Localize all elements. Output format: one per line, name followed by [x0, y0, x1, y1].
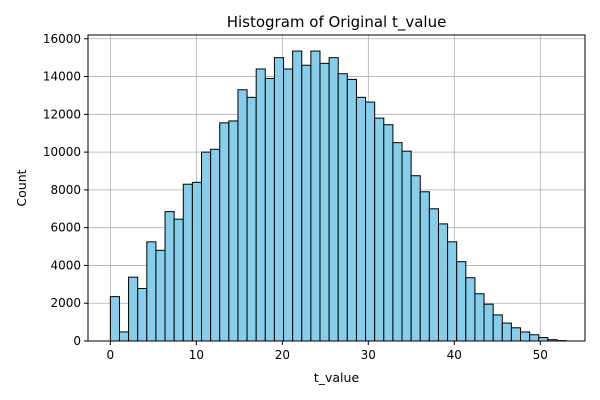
histogram-bar — [109, 296, 120, 342]
y-axis-label: Count — [14, 169, 29, 206]
histogram-bar — [483, 303, 494, 342]
y-tick-label: 0 — [73, 334, 81, 348]
histogram-bar — [465, 277, 476, 342]
x-tick-label: 40 — [447, 348, 462, 362]
y-tick-label: 4000 — [50, 258, 81, 272]
histogram-bar — [383, 124, 394, 342]
histogram-bar — [292, 50, 303, 342]
histogram-bar — [355, 96, 367, 342]
histogram-bar — [283, 68, 294, 342]
histogram-bar — [374, 117, 385, 342]
y-tick-label: 6000 — [50, 221, 81, 235]
y-tick-label: 12000 — [43, 107, 81, 121]
histogram-bar — [501, 322, 512, 342]
histogram-bar — [118, 331, 130, 342]
axis-ticks: 0 10 20 30 40 50 0 2000 4000 6000 8000 10000 12000 14… — [43, 32, 548, 362]
histogram-bar — [538, 337, 549, 342]
histogram-bar — [246, 96, 257, 342]
histogram-bar — [346, 78, 357, 342]
histogram-bar — [437, 223, 449, 342]
x-axis-label: t_value — [314, 370, 360, 385]
histogram-bar — [155, 249, 166, 342]
x-tick-label: 50 — [533, 348, 548, 362]
histogram-bar — [128, 276, 139, 342]
histogram-bar — [201, 151, 212, 342]
histogram-bar — [264, 77, 275, 342]
histogram-bar — [474, 293, 485, 342]
histogram-bar — [173, 218, 184, 342]
x-tick-label: 10 — [189, 348, 204, 362]
y-tick-label: 8000 — [50, 183, 81, 197]
histogram-bar — [219, 122, 230, 342]
histogram-bar — [392, 142, 403, 342]
histogram-bar — [191, 181, 203, 342]
y-tick-label: 16000 — [43, 32, 81, 46]
histogram-bar — [319, 62, 330, 342]
y-tick-label: 10000 — [43, 145, 81, 159]
histogram-bar — [237, 89, 248, 342]
histogram-bar — [510, 327, 522, 342]
x-tick-label: 0 — [107, 348, 115, 362]
histogram-bar — [164, 211, 175, 342]
histogram-bar — [419, 191, 430, 342]
y-tick-label: 14000 — [43, 70, 81, 84]
histogram-bar — [273, 57, 285, 342]
histogram-bar — [182, 183, 193, 342]
plot-frame — [87, 34, 586, 342]
histogram-bar — [137, 287, 148, 342]
x-tick-label: 30 — [361, 348, 376, 362]
histogram-bar — [337, 73, 348, 342]
histogram-bar — [310, 50, 321, 342]
chart-title: Histogram of Original t_value — [227, 13, 447, 32]
histogram-bar — [520, 331, 531, 342]
histogram-bar — [456, 261, 467, 342]
histogram-bar — [401, 150, 412, 342]
histogram-bar — [529, 334, 540, 342]
histogram-bar — [328, 57, 339, 342]
histogram-bar — [228, 120, 239, 342]
histogram-bar — [492, 314, 503, 342]
histogram-bar — [365, 101, 376, 342]
histogram-bar — [255, 68, 266, 342]
histogram-bar — [447, 241, 458, 342]
y-tick-label: 2000 — [50, 296, 81, 310]
histogram-bar — [428, 208, 439, 342]
x-tick-label: 20 — [275, 348, 290, 362]
histogram-bar — [146, 241, 157, 342]
histogram-bar — [410, 175, 421, 342]
histogram-bar — [301, 64, 312, 342]
histogram-bar — [210, 148, 221, 342]
